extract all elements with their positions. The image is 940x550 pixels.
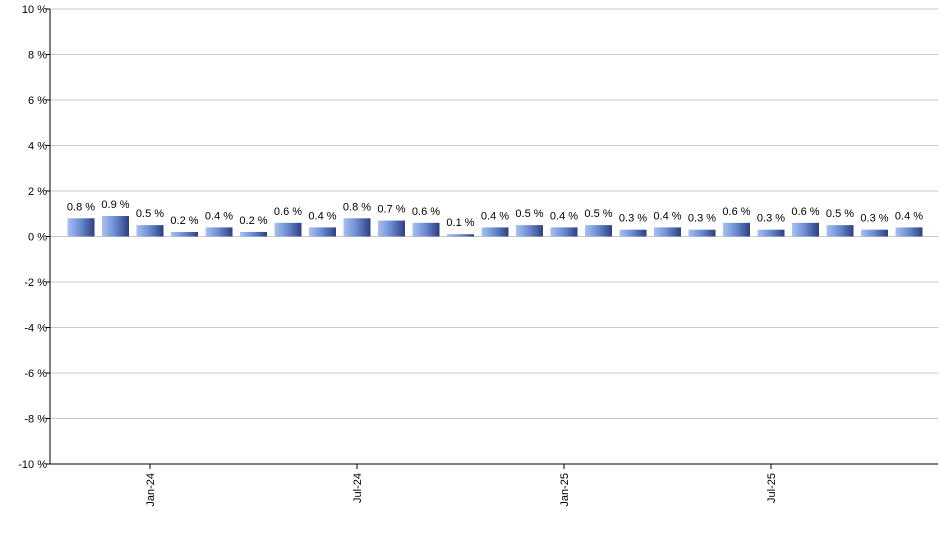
data-label: 0.5 % xyxy=(584,208,612,220)
y-tick-label: 10 % xyxy=(22,4,47,16)
y-tick-label: 6 % xyxy=(28,95,47,107)
data-label: 0.2 % xyxy=(170,215,198,227)
data-label: 0.6 % xyxy=(791,206,819,218)
data-label: 0.8 % xyxy=(343,201,371,213)
bar xyxy=(619,229,647,237)
data-label: 0.5 % xyxy=(826,208,854,220)
bar xyxy=(861,229,888,237)
y-tick-label: 4 % xyxy=(28,141,47,153)
data-label: 0.6 % xyxy=(722,206,750,218)
x-axis-ticks: Jan-24 Jul-24 Jan-25 Jul-25 xyxy=(145,464,778,507)
data-label: 0.9 % xyxy=(101,199,129,211)
y-tick-label: -8 % xyxy=(24,414,47,426)
bar xyxy=(136,225,164,237)
bar xyxy=(792,222,819,237)
bar xyxy=(309,227,336,237)
bar xyxy=(171,231,198,237)
data-label: 0.4 % xyxy=(481,210,509,222)
bar xyxy=(688,229,716,237)
y-tick-label: 2 % xyxy=(28,186,47,198)
data-label: 0.4 % xyxy=(653,210,681,222)
bar xyxy=(585,225,612,237)
data-label: 0.4 % xyxy=(550,210,578,222)
bar xyxy=(343,218,371,237)
x-tick-label: Jan-25 xyxy=(559,473,571,507)
bar xyxy=(412,222,440,237)
data-label: 0.5 % xyxy=(515,208,543,220)
data-label: 0.4 % xyxy=(205,210,233,222)
data-labels: 0.8 % 0.9 % 0.5 % 0.2 % 0.4 % 0.2 % 0.6 % 0.4 %… xyxy=(67,199,923,229)
x-tick-label: Jul-25 xyxy=(766,473,778,503)
data-label: 0.3 % xyxy=(688,213,716,225)
y-tick-label: 0 % xyxy=(28,232,47,244)
y-tick-label: -4 % xyxy=(24,323,47,335)
bar xyxy=(102,216,129,237)
bar xyxy=(481,227,509,237)
bars xyxy=(67,216,923,237)
bar xyxy=(895,227,923,237)
y-tick-label: -6 % xyxy=(24,368,47,380)
x-tick-label: Jan-24 xyxy=(145,473,157,507)
bar xyxy=(447,234,474,237)
data-label: 0.3 % xyxy=(757,213,785,225)
bar xyxy=(516,225,543,237)
bar xyxy=(550,227,578,237)
data-label: 0.5 % xyxy=(136,208,164,220)
bar xyxy=(240,231,267,237)
data-label: 0.8 % xyxy=(67,201,95,213)
y-tick-label: -2 % xyxy=(24,277,47,289)
data-label: 0.3 % xyxy=(860,213,888,225)
axes xyxy=(49,9,938,465)
x-tick-label: Jul-24 xyxy=(352,473,364,503)
y-axis-ticks: 10 % 8 % 6 % 4 % 2 % 0 % -2 % -4 % -6 % -8 % -10 % xyxy=(18,4,50,471)
bar xyxy=(205,227,233,237)
bar xyxy=(826,225,854,237)
bar xyxy=(723,222,750,237)
data-label: 0.6 % xyxy=(412,206,440,218)
data-label: 0.2 % xyxy=(239,215,267,227)
bar xyxy=(67,218,95,237)
y-tick-label: -10 % xyxy=(18,459,47,471)
data-label: 0.4 % xyxy=(895,210,923,222)
bar xyxy=(274,222,302,237)
bar xyxy=(654,227,681,237)
data-label: 0.4 % xyxy=(308,210,336,222)
bar xyxy=(378,220,405,237)
bar xyxy=(757,229,785,237)
y-tick-label: 8 % xyxy=(28,50,47,62)
data-label: 0.6 % xyxy=(274,206,302,218)
data-label: 0.3 % xyxy=(619,213,647,225)
data-label: 0.1 % xyxy=(446,217,474,229)
data-label: 0.7 % xyxy=(377,204,405,216)
